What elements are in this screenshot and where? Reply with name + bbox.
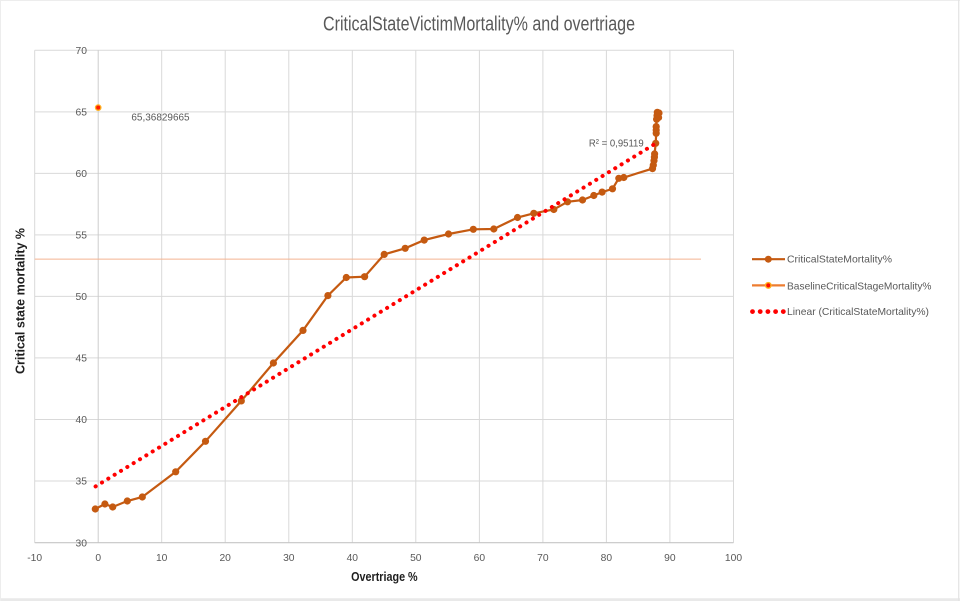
svg-text:50: 50 <box>76 292 88 303</box>
svg-text:R² = 0,95119: R² = 0,95119 <box>589 138 644 149</box>
svg-text:80: 80 <box>601 553 613 564</box>
svg-text:65: 65 <box>76 108 88 119</box>
svg-text:60: 60 <box>76 169 88 180</box>
svg-text:70: 70 <box>76 46 88 57</box>
svg-text:30: 30 <box>283 553 295 564</box>
svg-text:10: 10 <box>156 553 168 564</box>
svg-text:70: 70 <box>537 553 549 564</box>
svg-text:90: 90 <box>664 553 676 564</box>
svg-text:0: 0 <box>95 553 101 564</box>
svg-text:CriticalStateVictimMortality%: CriticalStateVictimMortality% and overtr… <box>323 14 635 36</box>
svg-text:45: 45 <box>76 354 88 365</box>
svg-text:BaselineCriticalStageMortality: BaselineCriticalStageMortality% <box>787 281 932 292</box>
svg-text:Linear (CriticalStateMortality: Linear (CriticalStateMortality%) <box>787 307 929 318</box>
svg-text:55: 55 <box>76 231 88 242</box>
svg-text:65,36829665: 65,36829665 <box>131 113 189 124</box>
svg-text:Critical state mortality %: Critical state mortality % <box>13 228 28 374</box>
svg-text:100: 100 <box>725 553 742 564</box>
svg-text:-10: -10 <box>27 553 42 564</box>
svg-text:35: 35 <box>76 477 88 488</box>
svg-text:20: 20 <box>219 553 231 564</box>
svg-text:Overtriage %: Overtriage % <box>351 569 418 584</box>
svg-text:30: 30 <box>76 538 88 549</box>
svg-text:CriticalStateMortality%: CriticalStateMortality% <box>787 255 892 266</box>
svg-text:50: 50 <box>410 553 422 564</box>
svg-text:40: 40 <box>76 415 88 426</box>
svg-text:40: 40 <box>347 553 359 564</box>
svg-text:60: 60 <box>474 553 486 564</box>
